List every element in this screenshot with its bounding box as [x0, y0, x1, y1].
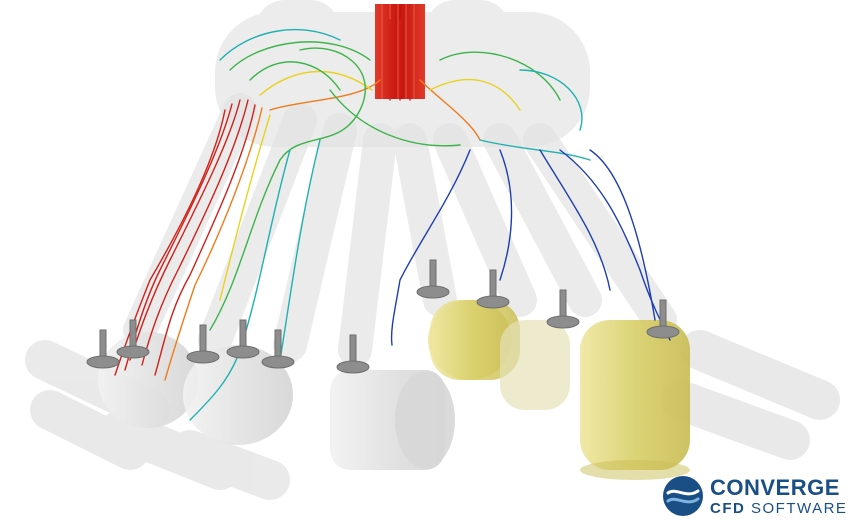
logo-line1: CONVERGE [710, 474, 840, 500]
converge-logo: CONVERGE CFD SOFTWARE [662, 472, 858, 520]
logo-line2: CFD SOFTWARE [710, 501, 847, 516]
logo-line2-software: SOFTWARE [745, 499, 848, 517]
converge-logo-text: CONVERGE CFD SOFTWARE [710, 474, 847, 516]
converge-logo-icon [663, 476, 703, 516]
right-cylinders [428, 300, 690, 480]
logo-line2-cfd: CFD [710, 499, 746, 517]
left-cylinders [98, 332, 455, 470]
valves [86, 259, 680, 374]
